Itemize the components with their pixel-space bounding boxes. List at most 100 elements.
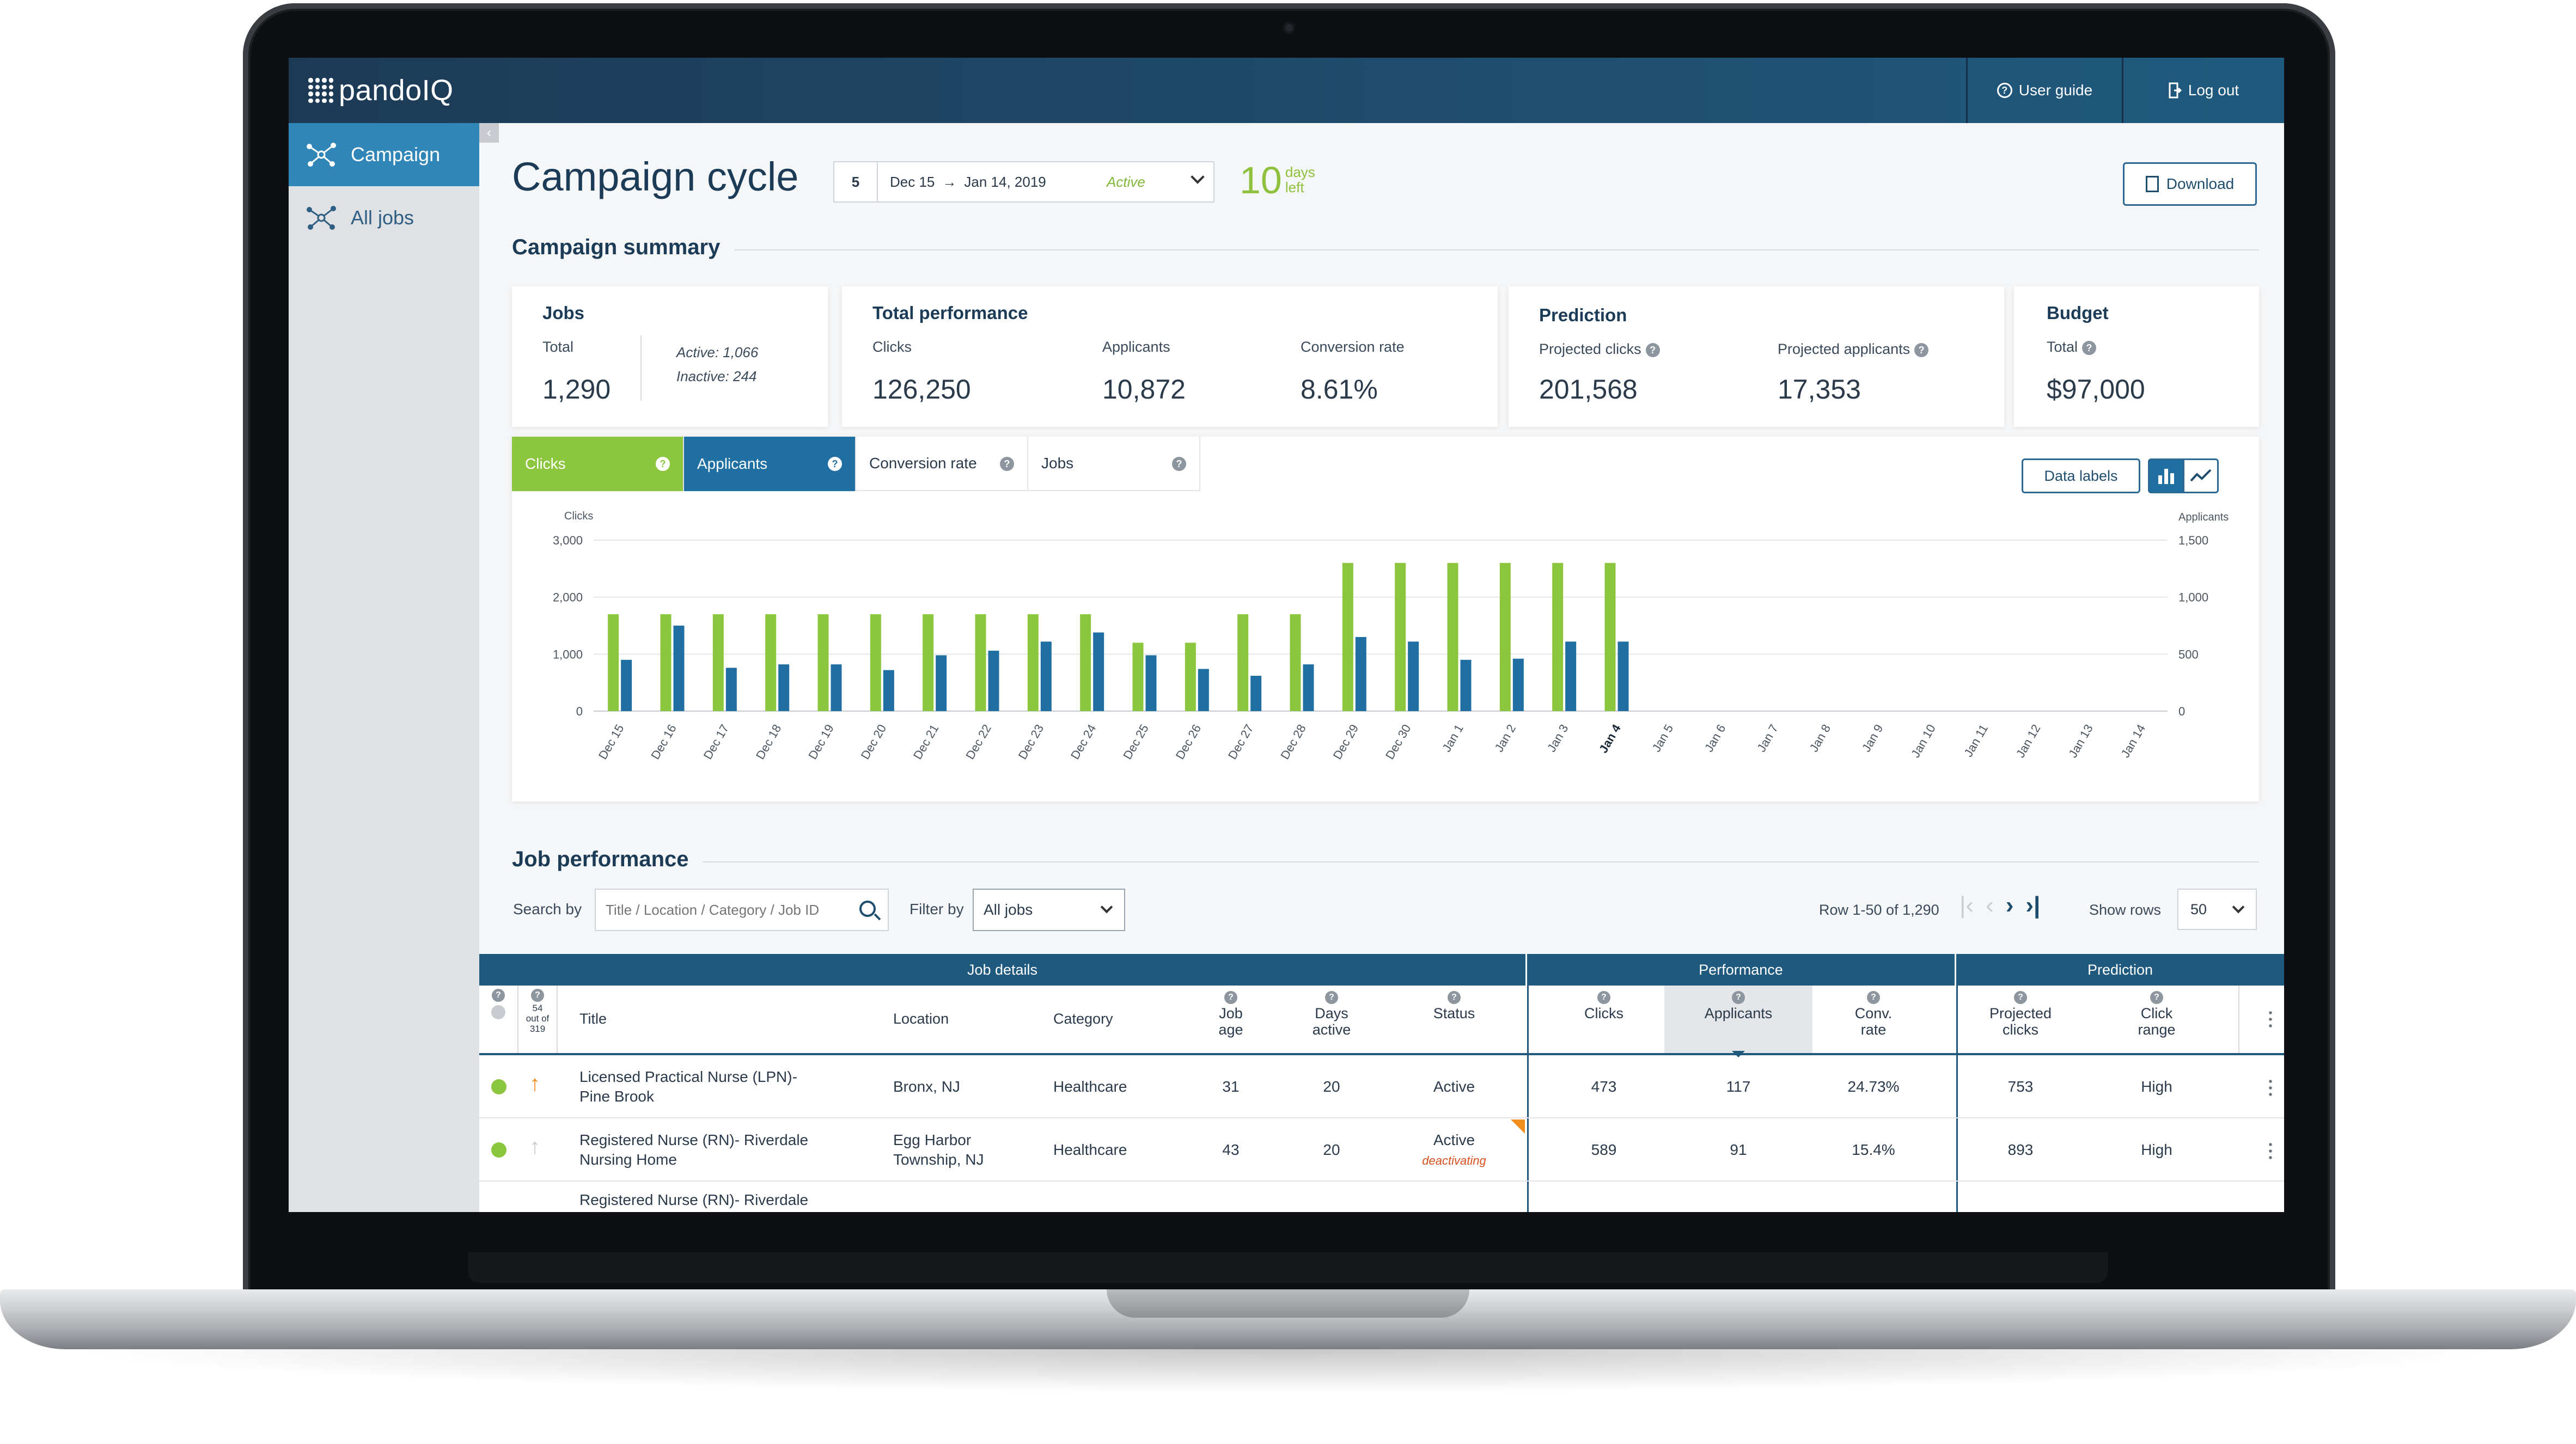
column-category[interactable]: Category	[1053, 1011, 1113, 1027]
data-labels-toggle[interactable]: Data labels	[2022, 458, 2140, 493]
tab-jobs[interactable]: Jobs?	[1028, 437, 1200, 491]
download-button[interactable]: Download	[2123, 162, 2257, 206]
logo-text: pandoIQ	[339, 74, 454, 107]
log-out-button[interactable]: Log out	[2122, 58, 2284, 123]
logo-icon	[308, 78, 333, 103]
column-projected-clicks[interactable]: ? Projected clicks	[1966, 991, 2075, 1038]
last-page-icon[interactable]: ›|	[2025, 892, 2041, 919]
days-left-suffix: left	[1285, 179, 1304, 195]
help-icon[interactable]: ?	[828, 457, 842, 471]
y-axis-label-left: Clicks	[564, 510, 593, 522]
column-clicks[interactable]: ? Clicks	[1563, 991, 1645, 1021]
table-row[interactable]: Registered Nurse (RN)- Riverdale	[479, 1182, 2284, 1212]
collapse-sidebar-button[interactable]: ‹	[479, 123, 499, 143]
search-input[interactable]	[606, 901, 845, 919]
column-title[interactable]: Title	[579, 1011, 607, 1027]
jobs-card: Jobs Total 1,290 Active: 1,066 Inactive:…	[512, 286, 828, 427]
bar-applicants	[831, 664, 842, 711]
user-guide-button[interactable]: ? User guide	[1966, 58, 2122, 123]
filter-select[interactable]: All jobs	[973, 889, 1125, 931]
cycle-status: Active	[1107, 173, 1145, 190]
laptop-shadow	[65, 1349, 2511, 1393]
help-icon[interactable]: ?	[1597, 991, 1610, 1004]
column-click-range[interactable]: ? Click range	[2113, 991, 2200, 1038]
help-icon[interactable]: ?	[1732, 991, 1745, 1004]
column-applicants[interactable]: ? Applicants	[1664, 986, 1812, 1053]
job-title-line: Nursing Home	[579, 1151, 677, 1168]
divider	[640, 335, 642, 401]
performance-card-title: Total performance	[872, 303, 1028, 323]
help-icon[interactable]: ?	[1914, 342, 1929, 357]
job-table: Job details Performance Prediction ? ? 5…	[479, 954, 2284, 1212]
tab-conversion-rate[interactable]: Conversion rate?	[856, 437, 1028, 491]
job-title[interactable]: Licensed Practical Nurse (LPN)- Pine Broo…	[579, 1067, 797, 1106]
help-icon[interactable]: ?	[1325, 991, 1338, 1004]
bar-applicants	[883, 670, 894, 711]
divider	[734, 249, 2259, 250]
cycle-range: Dec 15 → Jan 14, 2019	[878, 174, 1046, 191]
sidebar-item-all-jobs[interactable]: All jobs	[289, 186, 479, 249]
line-chart-toggle[interactable]	[2183, 458, 2219, 493]
x-tick-label: Dec 19	[805, 722, 837, 762]
budget-total-label: Total	[2047, 339, 2078, 355]
status-dot	[491, 1142, 506, 1158]
column-location[interactable]: Location	[893, 1011, 949, 1027]
help-icon[interactable]: ?	[492, 989, 505, 1002]
y-tick-left: 0	[576, 705, 583, 718]
help-icon[interactable]: ?	[531, 989, 544, 1002]
tab-clicks[interactable]: Clicks?	[512, 437, 684, 491]
job-title[interactable]: Registered Nurse (RN)- Riverdale Nursing …	[579, 1130, 808, 1170]
cycle-selector[interactable]: 5 Dec 15 → Jan 14, 2019 Active	[833, 161, 1214, 203]
next-page-icon[interactable]: ›	[2005, 892, 2014, 919]
help-icon[interactable]: ?	[1224, 991, 1237, 1004]
y-tick-left: 2,000	[553, 591, 583, 604]
previous-page-icon[interactable]: ‹	[1986, 892, 1994, 919]
bar-clicks	[1447, 562, 1458, 711]
help-icon[interactable]: ?	[2014, 991, 2027, 1004]
more-options-icon[interactable]	[2269, 1141, 2272, 1160]
table-row[interactable]: ↑ Licensed Practical Nurse (LPN)- Pine Br…	[479, 1055, 2284, 1118]
search-icon[interactable]	[859, 901, 876, 917]
column-label: Status	[1433, 1005, 1475, 1021]
job-age: 31	[1222, 1078, 1240, 1095]
help-icon[interactable]: ?	[656, 457, 670, 471]
x-tick-label: Jan 13	[2066, 722, 2096, 760]
sidebar-item-campaign[interactable]: Campaign	[289, 123, 479, 186]
search-field[interactable]	[595, 889, 889, 931]
column-job-age[interactable]: ? Job age	[1204, 991, 1258, 1038]
help-icon[interactable]: ?	[1172, 457, 1186, 471]
table-row[interactable]: ↑ Registered Nurse (RN)- Riverdale Nursin…	[479, 1118, 2284, 1182]
column-days-active[interactable]: ? Days active	[1296, 991, 1367, 1038]
help-icon[interactable]: ?	[1645, 342, 1660, 357]
x-tick-label: Dec 30	[1383, 722, 1414, 762]
help-icon[interactable]: ?	[1000, 457, 1014, 471]
help-icon[interactable]: ?	[1867, 991, 1880, 1004]
download-label: Download	[2166, 175, 2235, 192]
column-status[interactable]: ? Status	[1416, 991, 1492, 1021]
bar-clicks	[1237, 614, 1249, 711]
help-icon[interactable]: ?	[2150, 991, 2163, 1004]
more-options-icon[interactable]	[2269, 1009, 2272, 1028]
bar-clicks	[1080, 614, 1091, 711]
help-icon[interactable]: ?	[2082, 340, 2097, 355]
search-label: Search by	[513, 901, 582, 917]
x-tick-label: Dec 21	[911, 722, 942, 762]
bar-chart-icon	[2170, 473, 2174, 484]
tab-applicants[interactable]: Applicants?	[684, 437, 856, 491]
first-page-icon[interactable]: |‹	[1960, 892, 1974, 919]
y-tick-left: 1,000	[553, 647, 583, 661]
job-status: Active	[1433, 1078, 1475, 1095]
column-conv-rate[interactable]: ? Conv. rate	[1824, 991, 1922, 1038]
camera	[1283, 22, 1295, 34]
more-options-icon[interactable]	[2269, 1078, 2272, 1097]
bar-chart-toggle[interactable]	[2148, 458, 2184, 493]
arrow-right-icon: →	[942, 173, 957, 190]
chevron-down-icon	[1191, 170, 1205, 184]
column-label: Projected	[1989, 1005, 2052, 1021]
help-icon[interactable]: ?	[1448, 991, 1461, 1004]
x-tick-label: Jan 9	[1859, 722, 1886, 754]
job-title[interactable]: Registered Nurse (RN)- Riverdale	[579, 1191, 809, 1208]
job-click-range: High	[2141, 1078, 2172, 1095]
status-dot-icon	[491, 1005, 505, 1019]
rows-per-page-select[interactable]: 50	[2177, 889, 2257, 930]
